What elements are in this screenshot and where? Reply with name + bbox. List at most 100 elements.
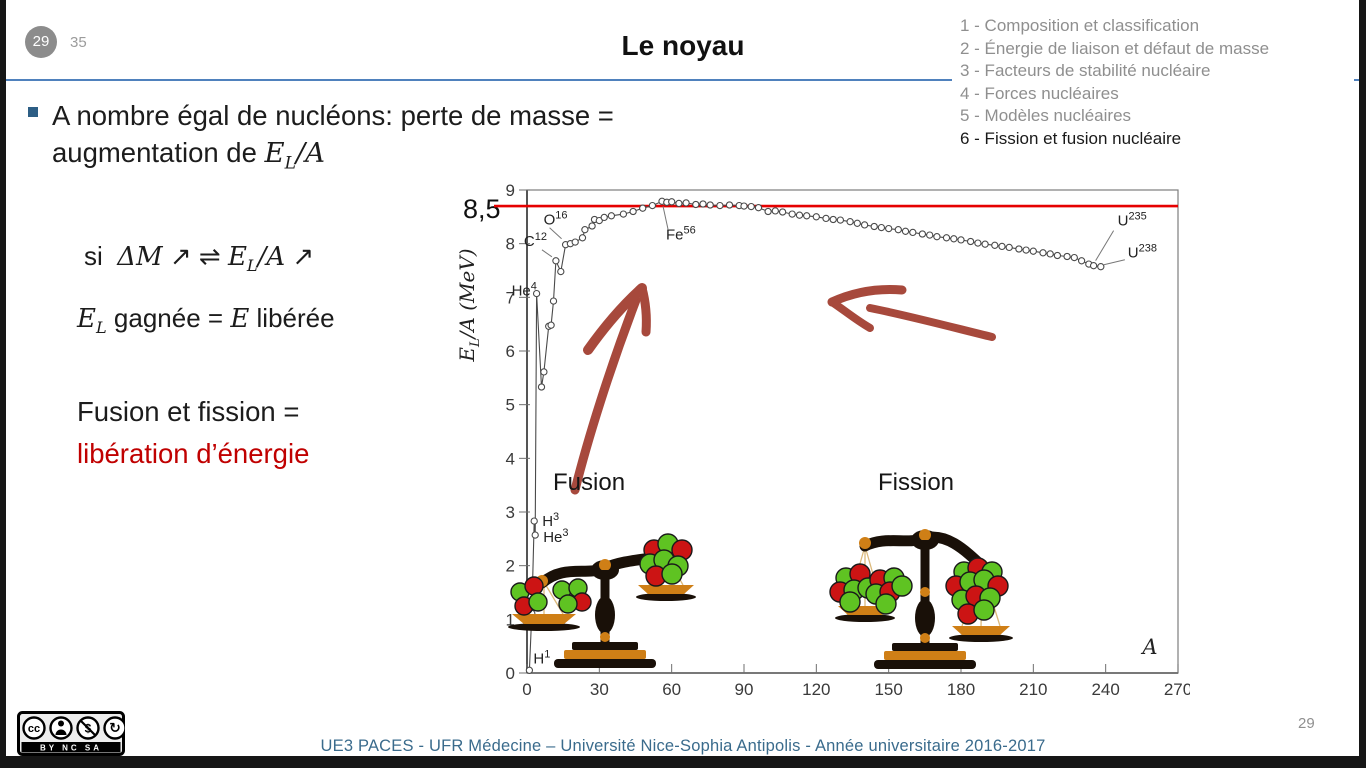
data-point [788, 210, 796, 218]
leader-line [541, 249, 553, 258]
data-point [812, 213, 820, 221]
footer-credit: UE3 PACES - UFR Médecine – Université Ni… [320, 737, 1046, 755]
data-point [725, 201, 734, 209]
data-point [532, 289, 541, 298]
y-tick-label: 0 [506, 664, 515, 683]
total-slides-label: 35 [70, 34, 87, 51]
isotope-label-Fe56: Fe56 [666, 224, 696, 243]
data-point [557, 267, 565, 276]
data-point [778, 208, 787, 216]
svg-text:cc: cc [28, 723, 40, 735]
energy-release-text: libération d’énergie [77, 438, 310, 469]
data-point [547, 321, 555, 329]
bottom-black-border [0, 756, 1366, 768]
data-point [668, 198, 676, 206]
leader-line [549, 227, 562, 240]
x-tick-label: 180 [947, 680, 975, 699]
y-tick-label: 3 [506, 503, 515, 522]
data-point [1005, 243, 1013, 252]
data-point [771, 207, 779, 215]
equation-delta-m: si ΔM ↗ ⇌ EL/A ↗ [84, 241, 315, 276]
data-point [1053, 251, 1062, 260]
nc-icon: $ [76, 716, 100, 740]
data-point [918, 230, 927, 238]
bullet-point: A nombre égal de nucléons: perte de mass… [28, 97, 658, 183]
x-tick-label: 30 [590, 680, 609, 699]
slide-title: Le noyau [621, 30, 745, 61]
data-point [600, 213, 608, 222]
data-point [619, 210, 628, 218]
cc-license-badge: cc $ ↻ BY NC SA [17, 711, 125, 756]
data-point [966, 237, 975, 246]
data-point [525, 666, 534, 674]
right-black-border [1359, 0, 1366, 768]
isotope-label-C12: C12 [524, 231, 547, 250]
data-point [699, 200, 707, 208]
data-point [909, 228, 917, 237]
fusion-annotation: Fusion [553, 469, 625, 496]
fission-annotation: Fission [878, 469, 954, 496]
x-tick-label: 210 [1019, 680, 1047, 699]
footer-page-number: 29 [1298, 715, 1315, 732]
isotope-label-U238: U238 [1128, 243, 1157, 262]
isotope-label-H1: H1 [533, 648, 550, 667]
data-point [537, 383, 546, 391]
isotope-label-He4: He4 [512, 281, 537, 300]
data-point [549, 297, 558, 305]
data-point [1097, 263, 1105, 271]
data-point [853, 219, 861, 227]
data-point [1022, 246, 1030, 254]
menu-item-2: 2 - Énergie de liaison et défaut de mass… [960, 38, 1270, 58]
y-tick-label: 2 [506, 557, 515, 576]
data-point [531, 531, 539, 539]
data-point [530, 517, 538, 525]
data-point [607, 212, 616, 220]
fusion-balance-illustration [508, 533, 696, 668]
data-point [639, 204, 647, 212]
data-point [991, 241, 999, 249]
y-axis-label: EL/A (MeV) [455, 248, 483, 362]
data-point [933, 233, 941, 241]
up-arrow-glyph: ↗ [292, 241, 315, 271]
data-point [795, 211, 804, 219]
data-point [706, 201, 714, 209]
leader-line [662, 206, 669, 230]
y-tick-label: 8 [506, 235, 515, 254]
by-person-icon [49, 716, 73, 740]
data-point [998, 242, 1006, 251]
menu-item-6: 6 - Fission et fusion nucléaire [960, 128, 1182, 148]
cc-icon: cc [22, 716, 46, 740]
x-tick-label: 120 [802, 680, 830, 699]
data-point [950, 235, 958, 243]
leader-line [1103, 259, 1125, 266]
binding-energy-curve [528, 200, 1101, 671]
data-point [595, 216, 603, 225]
data-point [692, 200, 700, 209]
x-tick-label: 90 [735, 680, 754, 699]
y-tick-label: 4 [506, 449, 515, 468]
y-tick-label: 5 [506, 396, 515, 415]
left-black-border [0, 0, 6, 768]
conclusion-text: Fusion et fission = libération d’énergie [77, 396, 310, 469]
svg-text:↻: ↻ [109, 721, 121, 737]
y-tick-label: 9 [506, 181, 515, 200]
header-divider-line [6, 79, 1359, 81]
data-point [675, 199, 683, 208]
fusion-arrow [570, 283, 651, 495]
fission-arrow [827, 285, 996, 341]
data-point [1046, 250, 1054, 258]
x-tick-label: 270 [1164, 680, 1190, 699]
data-point [552, 257, 560, 265]
data-point [581, 226, 589, 234]
menu-item-1: 1 - Composition et classification [960, 16, 1200, 35]
y-tick-label: 6 [506, 342, 515, 361]
data-point [1077, 257, 1086, 265]
data-point [716, 201, 724, 210]
bullet-square-icon [28, 107, 38, 117]
data-point [1070, 253, 1078, 262]
data-point [540, 368, 548, 376]
data-point [942, 234, 951, 242]
up-arrow-glyph: ↗ [169, 241, 192, 271]
menu-item-4: 4 - Forces nucléaires [960, 83, 1119, 103]
